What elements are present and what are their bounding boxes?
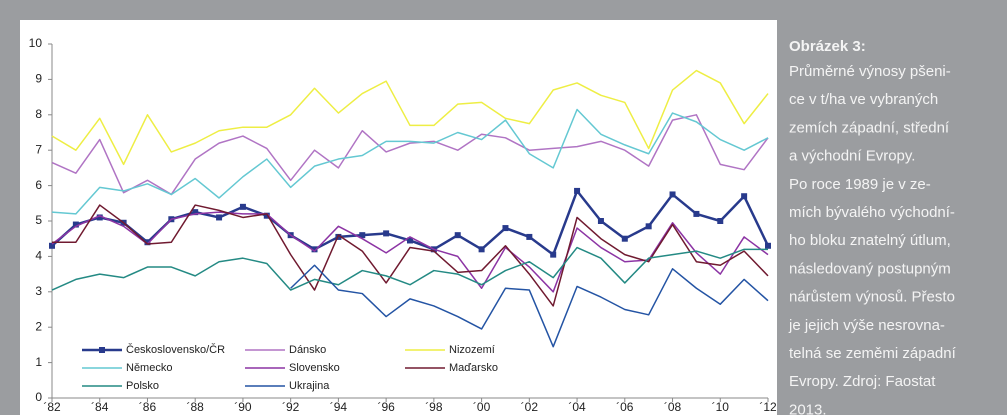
x-tick-label: ´88 bbox=[187, 400, 205, 414]
y-tick-label: 9 bbox=[35, 72, 42, 86]
y-tick-label: 0 bbox=[35, 390, 42, 404]
caption-line: 2013. bbox=[789, 401, 827, 415]
point-marker bbox=[72, 221, 79, 228]
x-tick-label: ´00 bbox=[473, 400, 491, 414]
point-marker bbox=[597, 218, 604, 224]
legend-label: Polsko bbox=[126, 380, 159, 392]
caption-line: zemích západní, střední bbox=[789, 119, 950, 136]
y-tick-label: 1 bbox=[35, 355, 42, 369]
caption-line: Průměrné výnosy pšeni- bbox=[789, 63, 951, 80]
x-tick-label: ´94 bbox=[330, 400, 348, 414]
y-tick-label: 4 bbox=[35, 249, 42, 263]
point-marker bbox=[383, 230, 390, 237]
series-line bbox=[51, 69, 769, 166]
caption-line: a východní Evropy. bbox=[789, 148, 915, 165]
legend-label: Nizozemí bbox=[449, 344, 495, 356]
legend-label: Dánsko bbox=[289, 344, 326, 356]
x-tick-label: ´04 bbox=[568, 400, 586, 414]
point-marker bbox=[263, 212, 270, 219]
point-marker bbox=[478, 246, 485, 253]
point-marker bbox=[49, 242, 55, 249]
x-tick-label: ´10 bbox=[712, 400, 730, 414]
caption-line: nárůstem výnosů. Přesto bbox=[789, 289, 955, 306]
y-tick-label: 6 bbox=[35, 178, 42, 192]
point-marker bbox=[693, 210, 700, 217]
caption-line: Po roce 1989 je v ze- bbox=[789, 176, 931, 193]
y-tick-label: 2 bbox=[35, 319, 42, 333]
point-marker bbox=[359, 232, 366, 239]
point-marker bbox=[669, 191, 676, 198]
legend-marker bbox=[99, 347, 105, 353]
caption-line: ce v t/ha ve vybraných bbox=[789, 91, 938, 108]
caption-line: Evropy. Zdroj: Faostat bbox=[789, 373, 936, 390]
point-marker bbox=[192, 209, 199, 216]
series-line bbox=[51, 108, 769, 215]
caption-line: je jejich výše nesrovna- bbox=[788, 317, 945, 334]
caption-line: telná se zeměmi západní bbox=[789, 345, 957, 362]
legend-label: Německo bbox=[126, 362, 172, 374]
x-tick-label: ´06 bbox=[616, 400, 634, 414]
x-tick-label: ´82 bbox=[43, 400, 61, 414]
x-tick-label: ´12 bbox=[759, 400, 777, 414]
point-marker bbox=[216, 214, 223, 221]
chart-panel bbox=[20, 20, 777, 415]
point-marker bbox=[645, 223, 652, 230]
x-tick-label: ´02 bbox=[521, 400, 539, 414]
x-tick-label: ´92 bbox=[282, 400, 300, 414]
point-marker bbox=[621, 235, 628, 242]
caption-title: Obrázek 3: bbox=[789, 38, 866, 55]
caption-line: následovaný postupným bbox=[789, 260, 951, 277]
point-marker bbox=[717, 218, 724, 224]
y-tick-label: 10 bbox=[29, 36, 43, 50]
legend-label: Československo/ČR bbox=[126, 343, 225, 356]
series-line bbox=[290, 264, 769, 348]
legend-label: Maďarsko bbox=[449, 362, 498, 374]
point-marker bbox=[574, 187, 581, 194]
point-marker bbox=[311, 246, 318, 253]
y-tick-label: 5 bbox=[35, 213, 42, 227]
point-marker bbox=[550, 251, 557, 258]
point-marker bbox=[144, 239, 151, 246]
x-tick-label: ´08 bbox=[664, 400, 682, 414]
legend-label: Ukrajina bbox=[289, 380, 330, 392]
series-line bbox=[51, 246, 768, 291]
point-marker bbox=[454, 232, 461, 239]
point-marker bbox=[407, 237, 413, 244]
point-marker bbox=[239, 203, 246, 210]
point-marker bbox=[765, 242, 771, 249]
x-tick-label: ´84 bbox=[91, 400, 109, 414]
x-tick-label: ´90 bbox=[234, 400, 252, 414]
legend-label: Slovensko bbox=[289, 362, 340, 374]
caption-line: ho bloku znatelný útlum, bbox=[789, 232, 951, 249]
x-tick-label: ´96 bbox=[377, 400, 395, 414]
x-tick-label: ´98 bbox=[425, 400, 443, 414]
y-tick-label: 3 bbox=[35, 284, 42, 298]
series-line bbox=[51, 211, 769, 293]
point-marker bbox=[741, 193, 748, 200]
point-marker bbox=[502, 225, 509, 232]
point-marker bbox=[96, 214, 103, 221]
series-line bbox=[52, 204, 769, 307]
y-tick-label: 7 bbox=[35, 142, 42, 156]
x-tick-label: ´86 bbox=[139, 400, 157, 414]
point-marker bbox=[526, 233, 533, 240]
caption-line: mích bývalého východní- bbox=[789, 204, 955, 221]
y-tick-label: 8 bbox=[35, 107, 42, 121]
